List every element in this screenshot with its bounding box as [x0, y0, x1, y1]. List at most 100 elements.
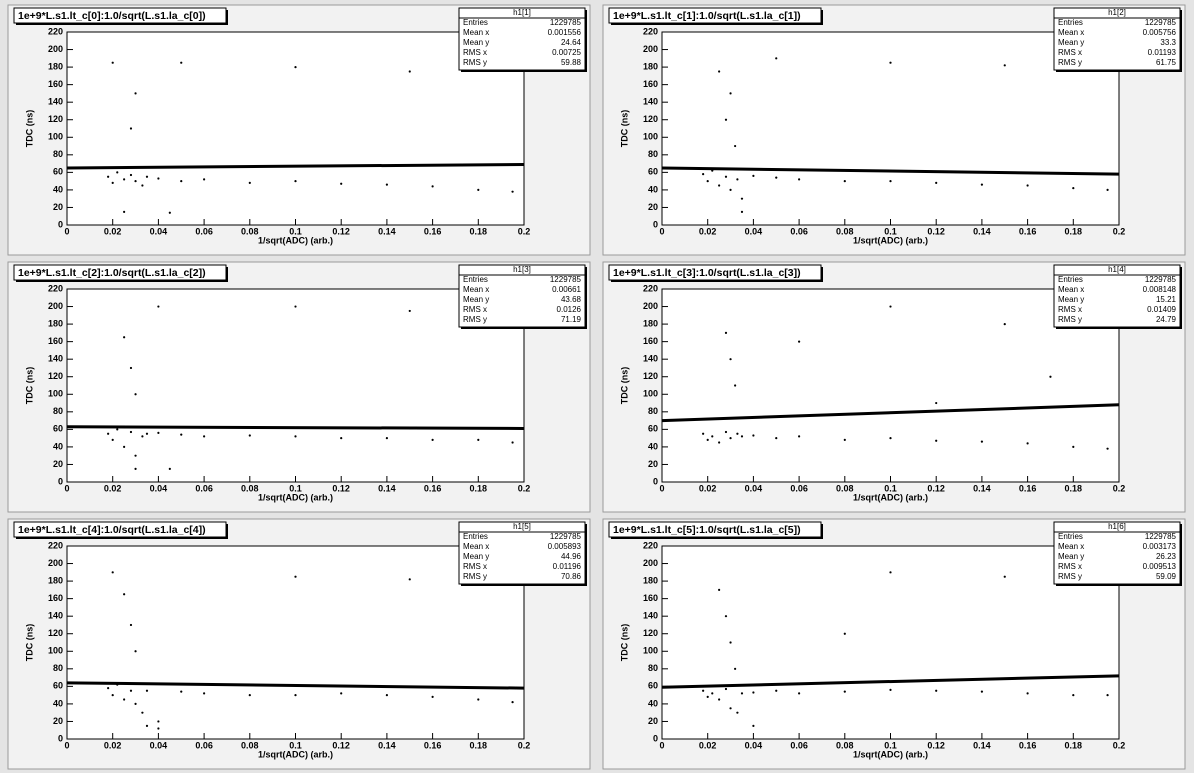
y-tick-label: 160 [48, 79, 63, 89]
point [385, 694, 388, 697]
point [511, 441, 514, 444]
stats-label: RMS y [1058, 572, 1082, 581]
x-axis-label: 1/sqrt(ADC) (arb.) [258, 749, 333, 759]
x-tick-label: 0.08 [241, 226, 259, 236]
y-tick-label: 140 [48, 97, 63, 107]
x-tick-label: 0.04 [745, 483, 763, 493]
y-tick-label: 180 [48, 318, 63, 328]
stats-value: 1229785 [550, 532, 582, 541]
stats-label: Mean y [463, 38, 489, 47]
title-box [608, 521, 822, 538]
stats-name: h1[4] [1108, 265, 1126, 274]
point [294, 575, 297, 578]
stats-label: RMS x [463, 305, 487, 314]
x-tick-label: 0.06 [195, 226, 213, 236]
point [935, 181, 938, 184]
point [706, 180, 709, 183]
x-tick-label: 0.16 [424, 483, 442, 493]
point [702, 689, 705, 692]
y-tick-label: 40 [53, 698, 63, 708]
x-axis-label: 1/sqrt(ADC) (arb.) [853, 749, 928, 759]
y-tick-label: 140 [643, 611, 658, 621]
point [168, 211, 171, 214]
y-tick-label: 160 [643, 593, 658, 603]
point [718, 588, 721, 591]
point [798, 435, 801, 438]
x-tick-label: 0.14 [378, 483, 396, 493]
stats-label: Entries [463, 18, 488, 27]
y-tick-label: 140 [48, 354, 63, 364]
y-tick-label: 120 [643, 114, 658, 124]
point [157, 305, 160, 308]
y-tick-label: 180 [643, 318, 658, 328]
fit-line [66, 681, 525, 690]
stats-value: 43.68 [561, 295, 582, 304]
point [729, 641, 732, 644]
point [134, 702, 137, 706]
point [511, 701, 514, 704]
y-tick-label: 120 [48, 371, 63, 381]
stats-value: 70.86 [561, 572, 582, 581]
x-tick-label: 0.16 [1019, 483, 1037, 493]
stats-label: Mean x [463, 28, 489, 37]
point [134, 454, 137, 457]
point [740, 210, 744, 213]
point [477, 438, 480, 441]
y-axis-label: TDC (ns) [24, 624, 34, 662]
x-tick-label: 0.04 [150, 483, 168, 493]
point [157, 431, 160, 434]
x-tick-label: 0.16 [1019, 740, 1037, 750]
x-axis-label: 1/sqrt(ADC) (arb.) [258, 235, 333, 245]
title-box [13, 7, 227, 24]
stats-label: RMS y [1058, 315, 1082, 324]
x-tick-label: 0.12 [332, 226, 350, 236]
point [724, 331, 728, 334]
y-tick-label: 220 [643, 540, 658, 550]
point [431, 185, 434, 188]
point [935, 401, 938, 405]
y-tick-label: 20 [53, 459, 63, 469]
point [980, 440, 984, 443]
y-tick-label: 80 [53, 663, 63, 673]
point [724, 175, 728, 178]
panel-title: 1e+9*L.s1.lt_c[0]:1.0/sqrt(L.s1.la_c[0]) [18, 10, 206, 22]
point [134, 650, 137, 653]
y-tick-label: 80 [648, 149, 658, 159]
point [729, 188, 732, 192]
point [385, 183, 388, 186]
y-tick-label: 200 [643, 558, 658, 568]
stats-value: 0.01409 [1147, 305, 1176, 314]
point [408, 309, 411, 313]
y-tick-label: 80 [53, 149, 63, 159]
point [1049, 375, 1052, 378]
y-tick-label: 100 [643, 389, 658, 399]
x-tick-label: 0 [64, 483, 69, 493]
y-tick-label: 40 [648, 441, 658, 451]
y-tick-label: 60 [648, 424, 658, 434]
point [843, 632, 846, 635]
point [1106, 447, 1109, 450]
x-tick-label: 0.06 [790, 483, 808, 493]
stats-value: 61.75 [1156, 58, 1177, 67]
point [752, 174, 755, 177]
point [294, 435, 297, 438]
point [718, 441, 721, 444]
stats-value: 59.09 [1156, 572, 1177, 581]
stats-name: h1[5] [513, 522, 531, 531]
stats-label: Mean y [1058, 38, 1084, 47]
x-tick-label: 0.12 [927, 226, 945, 236]
plot-frame [661, 31, 1120, 226]
point [477, 188, 480, 192]
point [111, 181, 114, 184]
panel-title: 1e+9*L.s1.lt_c[2]:1.0/sqrt(L.s1.la_c[2]) [18, 267, 206, 279]
y-tick-label: 20 [648, 716, 658, 726]
point [775, 689, 778, 692]
x-tick-label: 0.02 [104, 483, 122, 493]
stats-value: 24.79 [1156, 315, 1177, 324]
point [980, 183, 984, 186]
panel-title: 1e+9*L.s1.lt_c[4]:1.0/sqrt(L.s1.la_c[4]) [18, 524, 206, 536]
point [1026, 692, 1029, 695]
y-tick-label: 120 [48, 628, 63, 638]
point [889, 688, 892, 691]
